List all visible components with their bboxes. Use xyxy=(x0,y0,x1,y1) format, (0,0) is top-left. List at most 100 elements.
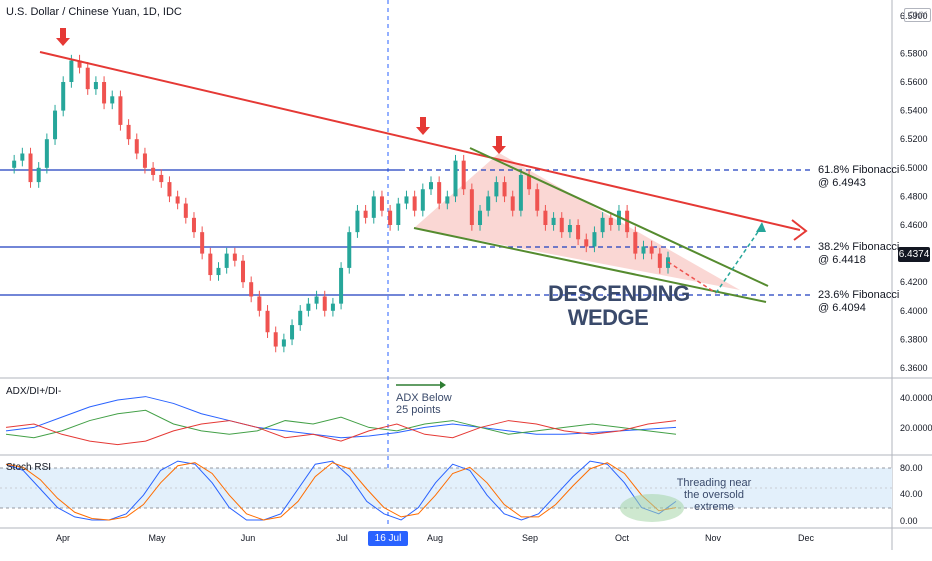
candle-body xyxy=(404,196,409,204)
candle-body xyxy=(110,96,115,104)
candle-body xyxy=(592,232,597,247)
candle-body xyxy=(314,296,319,304)
x-tick-label: May xyxy=(148,533,166,543)
candle-body xyxy=(306,303,311,311)
candle-body xyxy=(567,225,572,233)
adx-annotation-arrowhead xyxy=(440,381,446,389)
candle-body xyxy=(28,153,33,183)
candle-body xyxy=(191,217,196,233)
adx-annotation-line2: 25 points xyxy=(396,404,441,416)
candle-body xyxy=(167,182,172,197)
fib-236-value: @ 6.4094 xyxy=(818,302,866,314)
x-tick-label: Jun xyxy=(241,533,256,543)
di-minus-line xyxy=(5,420,677,446)
stoch-tick-label: 0.00 xyxy=(900,516,918,526)
candle-body xyxy=(330,303,335,311)
resistance-trendline xyxy=(39,51,801,231)
candle-body xyxy=(241,260,246,283)
fib-382-label: 38.2% Fibonacci @ 6.4418 xyxy=(818,241,899,267)
price-tick-label: 6.5200 xyxy=(900,134,928,144)
candle-body xyxy=(159,174,164,183)
stoch-panel-label: Stoch RSI xyxy=(6,462,52,473)
candle-body xyxy=(445,196,450,204)
candle-body xyxy=(518,174,523,211)
candle-body xyxy=(453,160,458,197)
candle-body xyxy=(322,296,327,311)
candle-body xyxy=(69,60,74,82)
candle-body xyxy=(257,296,262,311)
candle-body xyxy=(77,60,82,68)
chart-title: U.S. Dollar / Chinese Yuan, 1D, IDC xyxy=(6,6,182,18)
current-price-badge: 6.4374 xyxy=(898,247,930,262)
candle-body xyxy=(437,182,442,204)
adx-annotation: ADX Below 25 points xyxy=(396,392,452,416)
candle-body xyxy=(649,246,654,254)
trendline-arrowhead xyxy=(791,219,808,241)
price-tick-label: 6.3800 xyxy=(900,334,928,344)
candle-body xyxy=(486,196,491,211)
projection-down xyxy=(667,261,717,294)
candle-body xyxy=(551,217,556,225)
candle-body xyxy=(118,96,123,125)
peak-arrow-shaft xyxy=(60,28,66,38)
candle-body xyxy=(576,225,581,240)
candle-body xyxy=(600,217,605,233)
candle-body xyxy=(469,189,474,225)
candle-body xyxy=(420,189,425,211)
peak-arrow-head xyxy=(492,146,506,154)
candle-body xyxy=(85,67,90,90)
projection-up-arrowhead xyxy=(756,222,766,232)
candle-body xyxy=(502,182,507,197)
wedge-pattern-label: DESCENDING WEDGE xyxy=(548,281,690,330)
candle-body xyxy=(151,167,156,175)
price-tick-label: 6.5600 xyxy=(900,77,928,87)
candle-body xyxy=(232,253,237,261)
peak-arrow-shaft xyxy=(496,136,502,146)
candle-body xyxy=(371,196,376,218)
price-tick-label: 6.3600 xyxy=(900,363,928,373)
fib-618-label: 61.8% Fibonacci @ 6.4943 xyxy=(818,164,899,190)
fib-382-name: 38.2% Fibonacci xyxy=(818,241,900,253)
candle-body xyxy=(216,267,221,276)
candle-body xyxy=(379,196,384,211)
candle-body xyxy=(200,232,205,254)
x-tick-label: Apr xyxy=(56,533,70,543)
price-tick-label: 6.4800 xyxy=(900,191,928,201)
fib-618-value: @ 6.4943 xyxy=(818,177,866,189)
stoch-tick-label: 40.00 xyxy=(900,489,923,499)
peak-arrow-head xyxy=(56,38,70,46)
adx-tick-label: 20.0000 xyxy=(900,423,932,433)
stoch-annotation-line2: the oversold xyxy=(684,489,744,501)
x-tick-label: Nov xyxy=(705,533,722,543)
x-tick-label: Aug xyxy=(427,533,443,543)
peak-arrow-shaft xyxy=(420,117,426,127)
candle-body xyxy=(461,160,466,190)
candle-body xyxy=(543,210,548,225)
candle-body xyxy=(290,325,295,340)
candle-body xyxy=(265,310,270,333)
adx-line xyxy=(5,396,677,439)
di-plus-line xyxy=(5,409,677,439)
candle-body xyxy=(535,189,540,211)
candle-body xyxy=(249,282,254,297)
candle-body xyxy=(36,167,41,183)
candle-body xyxy=(559,217,564,233)
candle-body xyxy=(347,232,352,268)
wedge-upper-line xyxy=(469,147,769,287)
candle-body xyxy=(61,82,66,111)
candle-body xyxy=(657,253,662,268)
candle-body xyxy=(281,339,286,347)
currency-badge: CNY xyxy=(904,8,932,22)
adx-annotation-line1: ADX Below xyxy=(396,392,452,404)
candle-body xyxy=(633,232,638,254)
x-tick-label: Dec xyxy=(798,533,815,543)
x-tick-label: Oct xyxy=(615,533,630,543)
oversold-highlight xyxy=(620,494,684,522)
candle-body xyxy=(608,217,613,225)
candle-body xyxy=(175,196,180,204)
candle-body xyxy=(388,210,393,225)
candle-body xyxy=(510,196,515,211)
candle-body xyxy=(494,182,499,197)
candle-body xyxy=(641,246,646,254)
